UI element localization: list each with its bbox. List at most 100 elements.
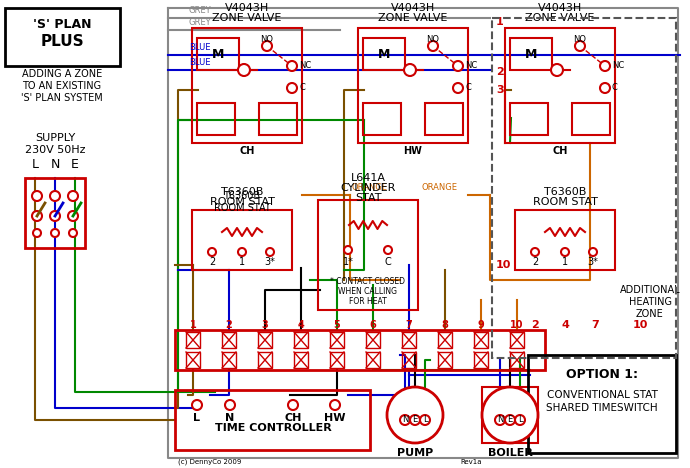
Text: 2: 2 [496, 67, 504, 77]
Bar [186, 352, 200, 368]
Text: CH: CH [284, 413, 302, 423]
Circle shape [262, 41, 272, 51]
Bar [510, 352, 524, 368]
Bar [528, 355, 676, 453]
Circle shape [330, 400, 340, 410]
Text: HW: HW [324, 413, 346, 423]
Text: ADDING A ZONE: ADDING A ZONE [22, 69, 102, 79]
Bar [366, 332, 380, 348]
Bar [294, 352, 308, 368]
Text: NC: NC [465, 61, 477, 71]
Circle shape [68, 191, 78, 201]
Text: N: N [402, 416, 408, 424]
Circle shape [288, 400, 298, 410]
Circle shape [344, 246, 352, 254]
Text: BLUE: BLUE [189, 58, 210, 67]
Bar [510, 332, 524, 348]
Text: M: M [378, 47, 390, 60]
Text: L: L [518, 416, 522, 424]
Circle shape [387, 387, 443, 443]
Text: V4043H: V4043H [225, 3, 269, 13]
Text: 9: 9 [477, 320, 484, 330]
Text: PLUS: PLUS [40, 35, 83, 50]
Text: CONVENTIONAL STAT: CONVENTIONAL STAT [546, 390, 658, 400]
Circle shape [192, 400, 202, 410]
Bar [175, 330, 545, 370]
Text: WHEN CALLING: WHEN CALLING [339, 287, 397, 297]
Bar [258, 352, 272, 368]
Text: 2: 2 [226, 320, 233, 330]
Text: BLUE: BLUE [189, 43, 210, 52]
Text: ZONE VALVE: ZONE VALVE [213, 13, 282, 23]
Text: C: C [299, 83, 305, 93]
Circle shape [32, 191, 42, 201]
Text: Rev1a: Rev1a [460, 459, 482, 465]
Circle shape [515, 415, 525, 425]
Text: M: M [212, 47, 224, 60]
Text: ORANGE: ORANGE [352, 183, 388, 192]
Bar [474, 352, 488, 368]
Text: N: N [50, 158, 60, 170]
Circle shape [453, 83, 463, 93]
Text: 2: 2 [532, 257, 538, 267]
Text: L: L [32, 158, 39, 170]
Text: C: C [384, 257, 391, 267]
Bar [222, 332, 236, 348]
Circle shape [238, 248, 246, 256]
Text: 5: 5 [334, 320, 340, 330]
Text: NC: NC [612, 61, 624, 71]
Text: 8: 8 [442, 320, 448, 330]
Text: 3*: 3* [264, 257, 275, 267]
Circle shape [287, 61, 297, 71]
Text: 10: 10 [632, 320, 648, 330]
Bar [25, 178, 85, 248]
Bar [330, 332, 344, 348]
Bar [510, 103, 548, 135]
Text: CH: CH [239, 146, 255, 156]
Text: NO: NO [573, 36, 586, 44]
Bar [294, 332, 308, 348]
Circle shape [589, 248, 597, 256]
Circle shape [400, 415, 410, 425]
Text: 3*: 3* [588, 257, 598, 267]
Bar [438, 352, 452, 368]
Circle shape [495, 415, 505, 425]
Text: T6360B
ROOM STAT: T6360B ROOM STAT [214, 191, 270, 213]
Text: V4043H: V4043H [538, 3, 582, 13]
Bar [366, 352, 380, 368]
Text: TO AN EXISTING: TO AN EXISTING [23, 81, 101, 91]
Text: 4: 4 [561, 320, 569, 330]
Text: SUPPLY: SUPPLY [35, 133, 75, 143]
Text: M: M [525, 47, 538, 60]
Bar [572, 103, 610, 135]
Circle shape [410, 415, 420, 425]
Text: 10: 10 [496, 260, 511, 270]
Bar [192, 28, 302, 143]
Text: 1*: 1* [342, 257, 353, 267]
Bar [175, 390, 370, 450]
Bar [186, 332, 200, 348]
Text: ZONE VALVE: ZONE VALVE [378, 13, 448, 23]
Circle shape [505, 415, 515, 425]
Text: TIME CONTROLLER: TIME CONTROLLER [215, 423, 331, 433]
Text: ORANGE: ORANGE [422, 183, 458, 192]
Text: (c) DennyCo 2009: (c) DennyCo 2009 [178, 459, 242, 465]
Circle shape [482, 387, 538, 443]
Text: BOILER: BOILER [488, 448, 533, 458]
Text: 7: 7 [406, 320, 413, 330]
Text: C: C [465, 83, 471, 93]
Bar [425, 103, 463, 135]
Bar [318, 200, 418, 310]
Circle shape [50, 211, 60, 221]
Circle shape [404, 64, 416, 76]
Circle shape [32, 211, 42, 221]
Text: T6360B: T6360B [221, 187, 263, 197]
Text: 1: 1 [562, 257, 568, 267]
Circle shape [69, 229, 77, 237]
Circle shape [33, 229, 41, 237]
Circle shape [600, 83, 610, 93]
Text: STAT: STAT [355, 193, 382, 203]
Text: 7: 7 [591, 320, 599, 330]
Text: N: N [226, 413, 235, 423]
Text: FOR HEAT: FOR HEAT [349, 298, 387, 307]
